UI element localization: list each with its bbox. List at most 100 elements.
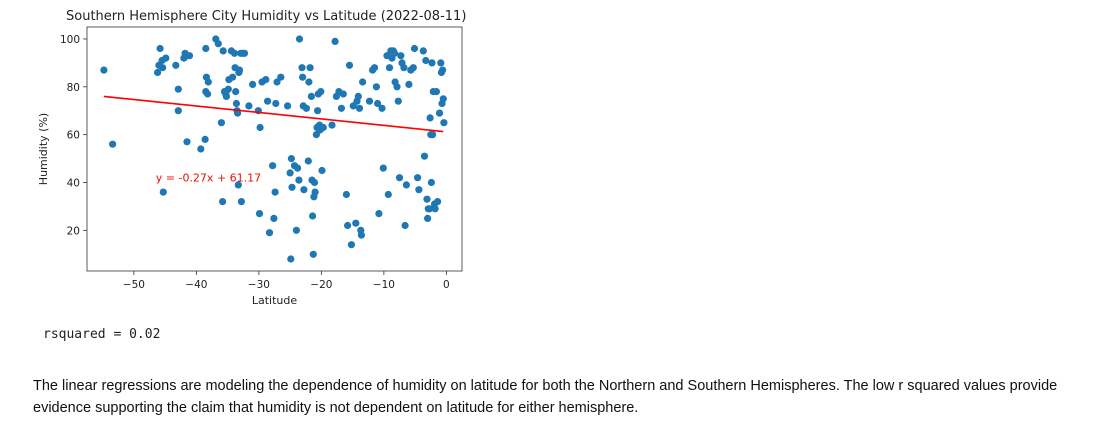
scatter-point <box>409 64 417 72</box>
scatter-point <box>305 78 313 86</box>
regression-line <box>103 95 444 133</box>
scatter-point <box>234 181 242 189</box>
scatter-point <box>339 90 347 98</box>
scatter-point <box>269 162 277 170</box>
scatter-point <box>440 119 448 127</box>
regression-equation-annotation: y = -0.27x + 61.17 <box>156 172 261 185</box>
scatter-point <box>426 114 434 122</box>
scatter-point <box>302 104 310 112</box>
scatter-point <box>232 88 240 96</box>
scatter-point <box>183 138 191 146</box>
y-tick-label: 20 <box>67 225 80 237</box>
scatter-point <box>284 102 292 110</box>
scatter-point <box>397 52 405 60</box>
scatter-point <box>309 250 317 258</box>
scatter-point <box>299 73 307 81</box>
scatter-point <box>287 255 295 263</box>
scatter-point <box>317 88 325 96</box>
scatter-point <box>235 66 244 74</box>
scatter-point <box>245 102 253 110</box>
scatter-point <box>420 152 429 160</box>
scatter-point <box>162 54 170 62</box>
scatter-point <box>217 119 225 127</box>
scatter-point <box>355 104 364 112</box>
scatter-point <box>222 92 230 100</box>
scatter-point <box>314 107 322 115</box>
scatter-point <box>401 221 409 230</box>
scatter-point <box>174 107 182 115</box>
scatter-point <box>357 231 365 239</box>
scatter-point <box>273 78 281 86</box>
scatter-point <box>256 123 264 132</box>
scatter-point <box>354 92 362 100</box>
scatter-point <box>249 80 257 88</box>
scatter-point <box>331 37 339 46</box>
scatter-point <box>154 68 162 77</box>
scatter-point <box>365 97 374 105</box>
scatter-point <box>439 66 447 74</box>
plot-area <box>100 35 448 263</box>
scatter-point <box>159 188 167 196</box>
scatter-point <box>318 166 326 175</box>
scatter-point <box>424 214 432 222</box>
x-axis-ticks: −50 −40 −30 −20 −10 0 <box>123 271 450 291</box>
humidity-latitude-scatter-chart: Southern Hemisphere City Humidity vs Lat… <box>37 9 466 307</box>
scatter-point <box>378 104 386 112</box>
scatter-point <box>197 145 205 153</box>
scatter-point <box>427 178 435 187</box>
scatter-point <box>328 121 336 129</box>
scatter-point <box>255 210 264 218</box>
scatter-point <box>347 241 355 249</box>
x-tick-label: −10 <box>373 279 395 291</box>
scatter-point <box>431 205 439 213</box>
scatter-point <box>300 186 308 194</box>
x-tick-label: −20 <box>310 279 332 291</box>
scatter-point <box>287 155 295 163</box>
x-tick-label: −40 <box>185 279 207 291</box>
scatter-point <box>428 59 436 67</box>
scatter-point <box>429 131 437 139</box>
scatter-point <box>214 40 222 48</box>
scatter-point <box>204 78 212 86</box>
scatter-point <box>304 157 312 165</box>
scatter-point <box>370 64 379 72</box>
scatter-point <box>374 99 382 108</box>
scatter-point <box>309 212 317 220</box>
scatter-point <box>100 66 108 74</box>
scatter-point <box>234 109 242 117</box>
scatter-point <box>395 174 404 182</box>
rsquared-output: rsquared = 0.02 <box>43 327 161 342</box>
y-axis-ticks: 20 40 60 80 100 <box>60 34 87 237</box>
scatter-point <box>342 190 350 199</box>
scatter-point <box>262 76 270 84</box>
scatter-point <box>224 85 232 93</box>
scatter-point <box>237 198 245 206</box>
scatter-point <box>435 109 444 117</box>
x-tick-label: −50 <box>123 279 145 291</box>
scatter-point <box>359 78 367 86</box>
scatter-point <box>434 198 442 206</box>
scatter-point <box>295 35 304 43</box>
scatter-point <box>172 61 180 69</box>
scatter-point <box>379 164 387 172</box>
scatter-point <box>372 83 380 91</box>
scatter-point <box>229 73 237 81</box>
scatter-point <box>410 44 419 53</box>
scatter-point <box>270 214 278 222</box>
y-tick-label: 60 <box>67 130 80 142</box>
scatter-point <box>425 205 434 213</box>
scatter-point <box>422 56 430 65</box>
scatter-point <box>295 176 303 184</box>
scatter-point <box>202 44 210 53</box>
scatter-point <box>264 97 272 105</box>
scatter-point <box>345 61 354 69</box>
scatter-point <box>394 97 402 105</box>
scatter-point <box>311 188 319 196</box>
scatter-point <box>288 183 296 191</box>
scatter-point <box>375 210 383 218</box>
scatter-point <box>310 178 319 187</box>
y-axis-label: Humidity (%) <box>37 113 50 185</box>
scatter-point <box>185 52 194 60</box>
chart-title: Southern Hemisphere City Humidity vs Lat… <box>66 9 466 24</box>
scatter-point <box>298 64 306 72</box>
